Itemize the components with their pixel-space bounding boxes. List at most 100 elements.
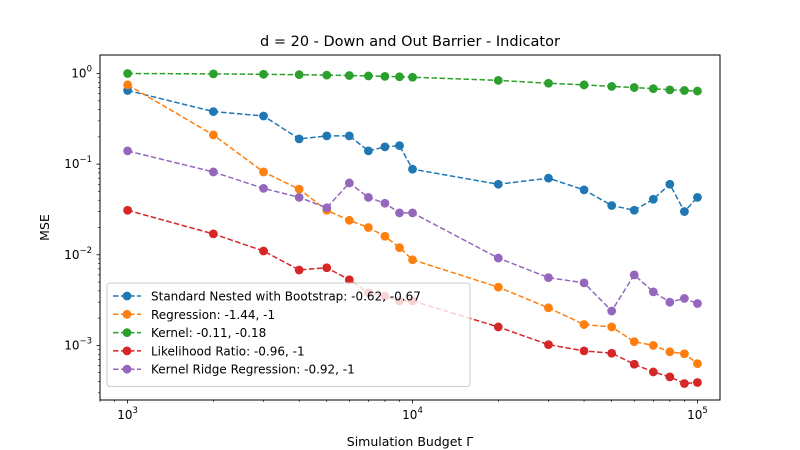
data-point — [123, 205, 133, 215]
chart-title: d = 20 - Down and Out Barrier - Indicato… — [260, 34, 560, 50]
data-point — [322, 70, 332, 80]
data-point — [344, 178, 354, 188]
data-point — [408, 255, 417, 265]
data-point — [322, 263, 332, 273]
data-point — [259, 69, 268, 79]
data-point — [493, 282, 503, 292]
data-point — [363, 223, 373, 232]
x-tick-label: 104 — [402, 406, 423, 422]
data-point — [607, 306, 617, 316]
legend-marker — [122, 309, 132, 319]
data-point — [629, 337, 639, 347]
data-point — [648, 84, 658, 94]
data-point — [208, 69, 218, 79]
data-point — [629, 83, 639, 92]
data-point — [363, 192, 373, 202]
data-point — [544, 303, 553, 313]
data-point — [294, 265, 304, 275]
legend-label: Standard Nested with Bootstrap: -0.62, -… — [151, 290, 421, 304]
data-point — [665, 85, 675, 95]
data-point — [544, 78, 553, 88]
y-axis-label: MSE — [37, 214, 52, 241]
data-point — [408, 208, 417, 218]
data-point — [648, 287, 658, 297]
legend-label: Kernel: -0.11, -0.18 — [151, 326, 266, 340]
data-point — [259, 167, 268, 177]
x-tick-label: 103 — [117, 406, 138, 422]
data-point — [208, 107, 218, 116]
data-point — [665, 179, 675, 189]
data-point — [607, 201, 617, 210]
data-point — [693, 299, 702, 308]
legend-item: Kernel Ridge Regression: -0.92, -1 — [113, 363, 355, 377]
plot-frame — [99, 54, 721, 401]
data-point — [408, 72, 417, 82]
legend-item: Standard Nested with Bootstrap: -0.62, -… — [113, 290, 421, 304]
data-point — [380, 231, 390, 241]
data-point — [294, 184, 304, 194]
data-point — [579, 320, 589, 329]
data-point — [629, 359, 639, 369]
data-point — [294, 70, 304, 80]
data-point — [259, 111, 268, 121]
data-point — [579, 346, 589, 356]
series-5 — [123, 146, 702, 316]
data-point — [607, 82, 617, 91]
series-2 — [123, 80, 702, 369]
data-point — [208, 130, 218, 140]
y-tick-label: 10−1 — [64, 155, 92, 171]
data-point — [493, 322, 503, 332]
data-point — [395, 243, 404, 253]
data-point — [344, 131, 354, 141]
series-3 — [123, 69, 702, 96]
data-point — [544, 273, 553, 283]
data-point — [208, 229, 218, 239]
data-point — [629, 270, 639, 280]
data-point — [363, 146, 373, 156]
data-point — [259, 246, 268, 256]
legend-marker — [122, 346, 132, 356]
data-point — [123, 80, 133, 90]
data-point — [259, 184, 268, 193]
data-point — [408, 164, 417, 174]
data-point — [648, 341, 658, 350]
data-point — [344, 275, 354, 285]
data-point — [395, 208, 404, 218]
data-point — [680, 379, 689, 388]
data-point — [322, 203, 332, 213]
data-point — [544, 340, 553, 350]
data-point — [680, 294, 689, 303]
data-point — [680, 349, 689, 359]
data-point — [607, 348, 617, 358]
data-point — [693, 86, 702, 96]
data-point — [380, 198, 390, 208]
data-point — [693, 378, 702, 387]
data-point — [395, 72, 404, 82]
data-point — [123, 146, 133, 156]
data-point — [607, 322, 617, 332]
data-point — [544, 173, 553, 183]
legend-label: Kernel Ridge Regression: -0.92, -1 — [151, 363, 355, 377]
data-point — [579, 80, 589, 90]
data-point — [344, 71, 354, 80]
data-point — [363, 71, 373, 81]
x-tick-label: 105 — [687, 406, 708, 422]
legend-marker — [122, 364, 132, 374]
legend-box — [106, 282, 471, 387]
legend-item: Kernel: -0.11, -0.18 — [113, 326, 266, 340]
data-point — [629, 205, 639, 215]
data-point — [380, 71, 390, 81]
data-point — [208, 167, 218, 177]
legend: Standard Nested with Bootstrap: -0.62, -… — [106, 282, 471, 387]
legend-marker — [122, 328, 132, 337]
legend-item: Regression: -1.44, -1 — [113, 308, 275, 322]
data-point — [294, 134, 304, 144]
data-point — [665, 372, 675, 382]
data-point — [493, 179, 503, 189]
legend-marker — [122, 291, 132, 301]
plot-area — [123, 69, 702, 388]
legend-item: Likelihood Ratio: -0.96, -1 — [113, 344, 305, 358]
data-point — [493, 253, 503, 263]
data-point — [344, 215, 354, 225]
